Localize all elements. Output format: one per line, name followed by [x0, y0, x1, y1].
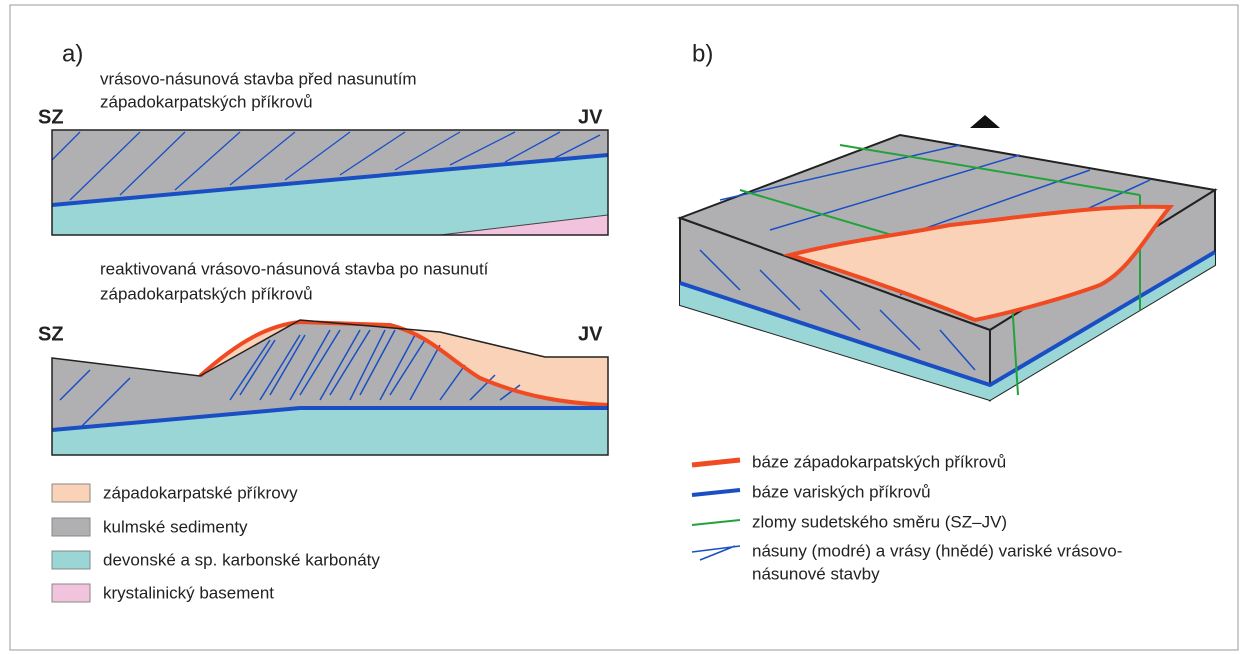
panel-label: b) — [692, 40, 713, 67]
legend-label: devonské a sp. karbonské karbonáty — [103, 550, 380, 569]
legend-label: krystalinický basement — [103, 583, 274, 602]
direction: JV — [578, 323, 603, 345]
direction: SZ — [38, 323, 64, 345]
section-1 — [52, 130, 608, 235]
legend-a — [52, 484, 90, 602]
caption: vrásovo-násunová stavba před nasunutím — [100, 69, 417, 88]
diagram: a) vrásovo-násunová stavba před nasunutí… — [0, 0, 1245, 655]
legend-label: násunové stavby — [752, 564, 880, 583]
caption: reaktivovaná vrásovo-násunová stavba po … — [100, 259, 489, 278]
legend-label: kulmské sedimenty — [103, 517, 248, 536]
caption: západokarpatských příkrovů — [100, 284, 313, 303]
legend-b — [692, 460, 740, 560]
legend-label: zlomy sudetského směru (SZ–JV) — [752, 512, 1007, 531]
direction: JV — [578, 106, 603, 128]
direction: SZ — [38, 106, 64, 128]
legend-label: západokarpatské příkrovy — [103, 483, 298, 502]
caption: západokarpatských příkrovů — [100, 92, 313, 111]
panel-label: a) — [62, 40, 83, 67]
section-2 — [52, 320, 608, 455]
legend-label: báze variských příkrovů — [752, 482, 931, 501]
legend-label: báze západokarpatských příkrovů — [752, 452, 1006, 471]
block-diagram — [680, 115, 1215, 400]
legend-label: násuny (modré) a vrásy (hnědé) variské v… — [752, 541, 1122, 560]
